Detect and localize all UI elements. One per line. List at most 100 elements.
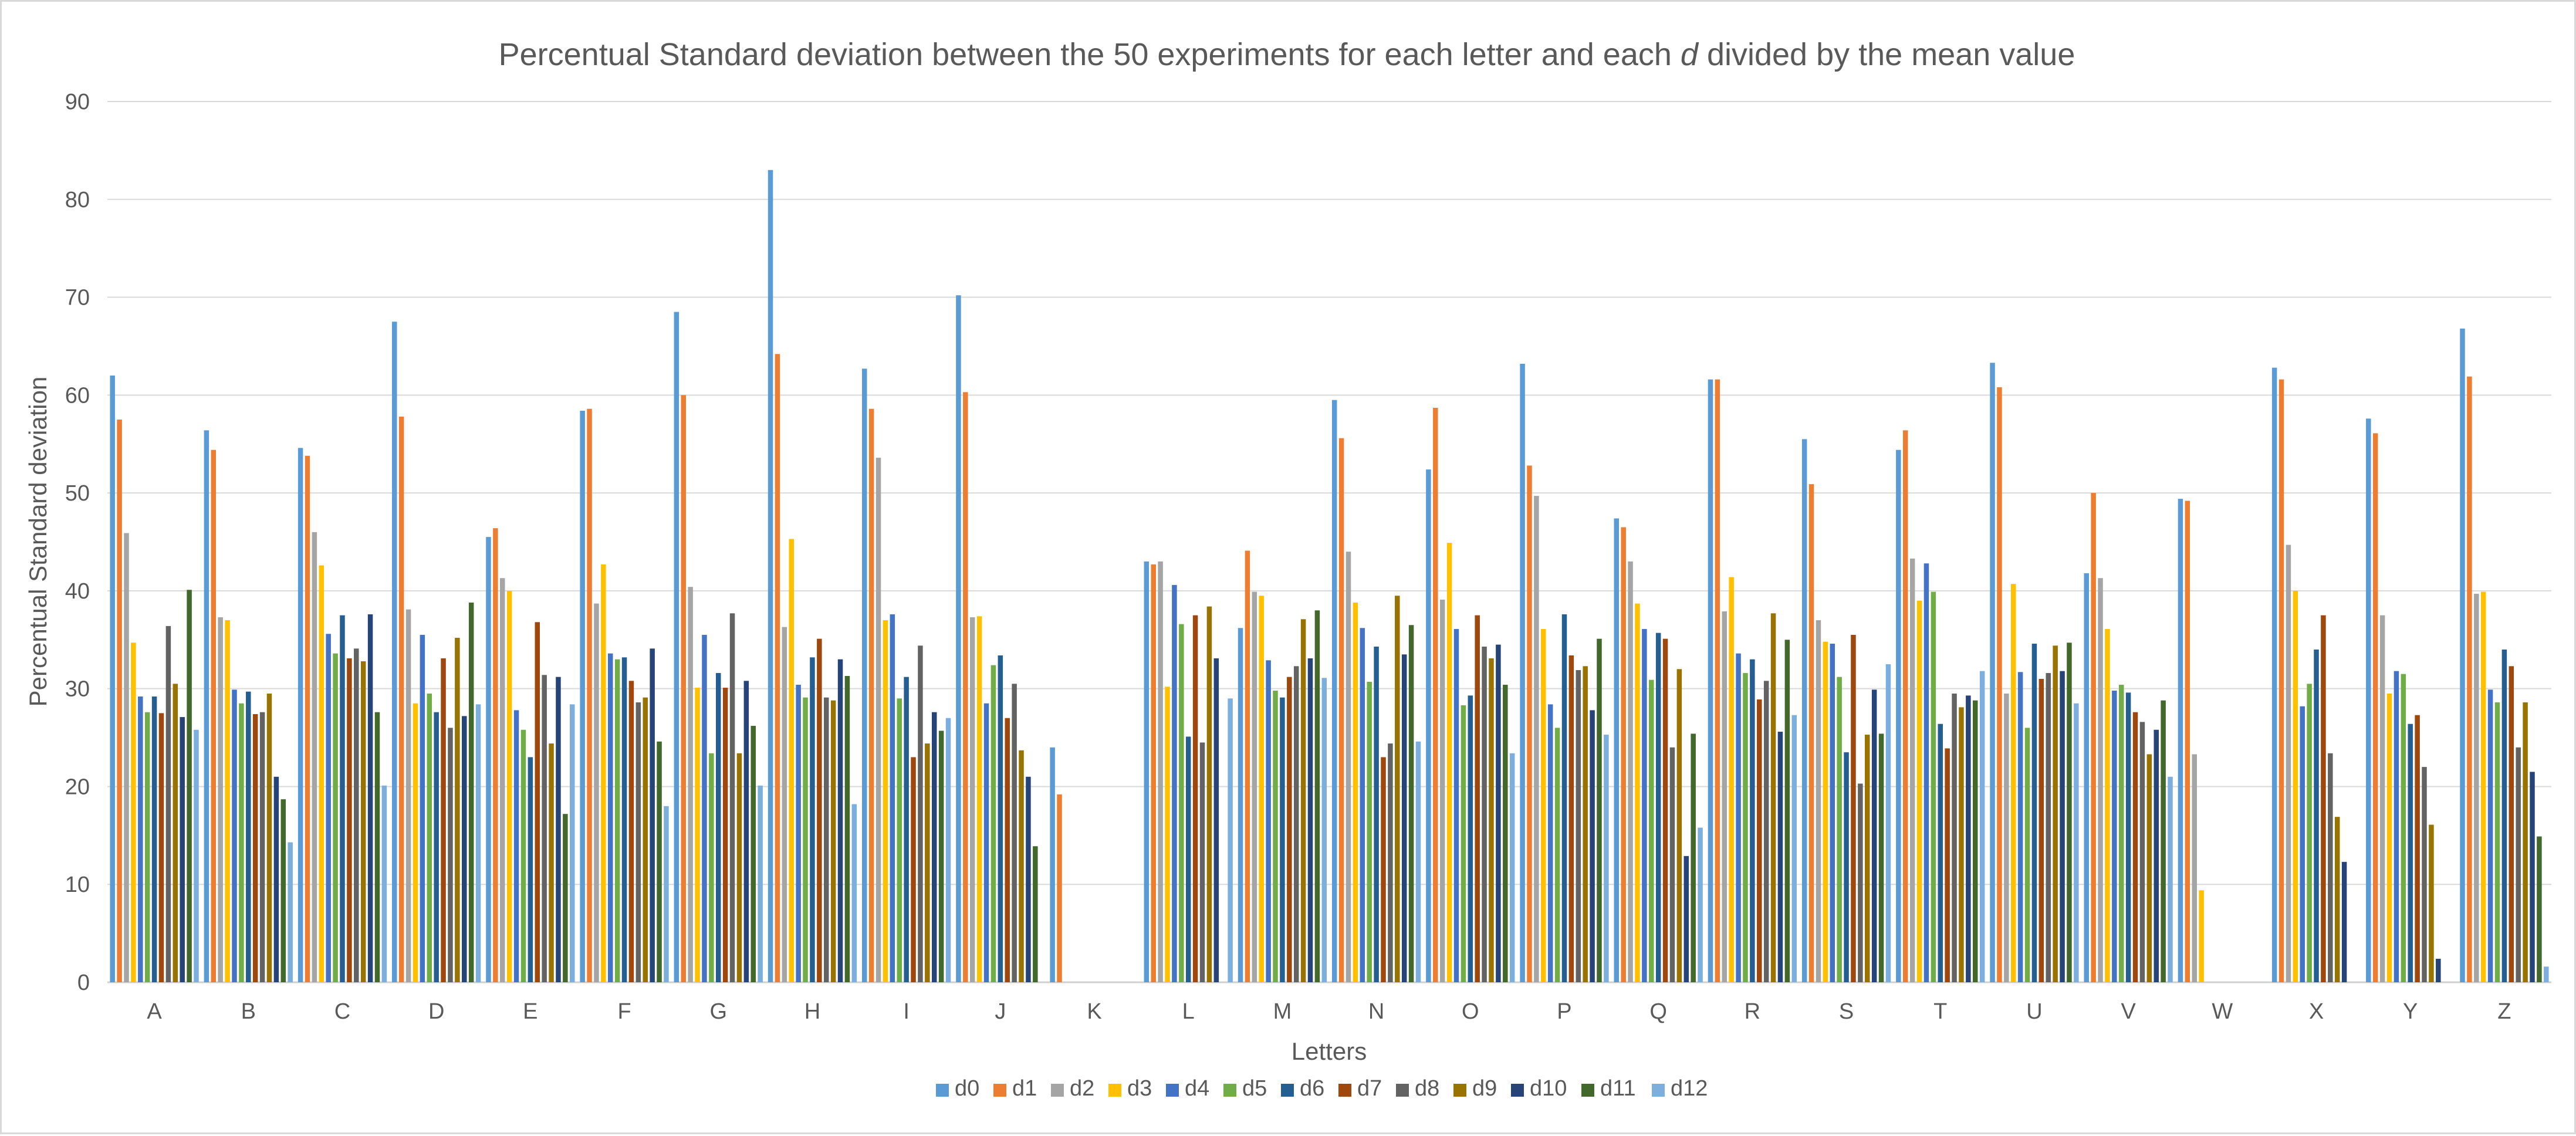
bar-I-d7 [911, 757, 916, 982]
bar-I-d9 [925, 743, 930, 982]
y-tick-label: 0 [77, 971, 90, 995]
bar-C-d7 [347, 658, 352, 982]
bar-M-d5 [1273, 691, 1278, 982]
bar-C-d11 [374, 712, 380, 982]
y-axis-label: Percentual Standard deviation [24, 377, 52, 707]
bar-V-d5 [2118, 684, 2124, 982]
bar-E-d9 [549, 743, 554, 982]
bar-T-d5 [1931, 591, 1936, 982]
bar-N-d5 [1367, 681, 1372, 982]
bar-H-d6 [810, 657, 815, 982]
x-tick-label: W [2212, 999, 2233, 1024]
bar-G-d0 [674, 312, 680, 982]
bar-H-d11 [844, 675, 850, 982]
x-axis-label: Letters [1292, 1037, 1367, 1065]
bar-O-d4 [1453, 628, 1459, 982]
bar-V-d1 [2091, 493, 2096, 982]
bar-O-d3 [1446, 543, 1452, 982]
x-tick-label: H [804, 999, 820, 1024]
bar-M-d6 [1280, 697, 1285, 982]
bar-Y-d10 [2436, 958, 2441, 982]
bar-B-d4 [232, 689, 237, 982]
legend-swatch-d2 [1051, 1084, 1064, 1097]
bar-P-d2 [1534, 496, 1539, 982]
legend-label-d0: d0 [955, 1076, 979, 1101]
bar-F-d3 [601, 564, 606, 982]
bar-U-d7 [2039, 678, 2044, 982]
legend-swatch-d3 [1108, 1084, 1121, 1097]
bar-L-d5 [1179, 624, 1184, 982]
bar-O-d9 [1489, 658, 1494, 982]
legend: d0 d1 d2 d3 d4 d5 d6 d7 d8 d9 d10 d11 d12 [936, 1076, 1708, 1101]
x-tick-label: Q [1649, 999, 1667, 1024]
bar-X-d3 [2293, 590, 2298, 982]
bar-J-d8 [1012, 684, 1017, 982]
bar-V-d9 [2146, 754, 2152, 982]
bar-B-d6 [246, 691, 251, 982]
bar-P-d7 [1568, 655, 1574, 982]
bar-S-d8 [1858, 783, 1863, 982]
bar-M-d10 [1307, 658, 1313, 982]
bar-T-d3 [1916, 600, 1922, 982]
legend-swatch-d11 [1581, 1084, 1594, 1097]
bar-L-d9 [1206, 606, 1212, 982]
bar-Q-d12 [1698, 827, 1703, 982]
x-tick-label: E [523, 999, 537, 1024]
y-tick-label: 10 [65, 873, 90, 897]
bar-T-d9 [1959, 707, 1964, 982]
bar-A-d6 [151, 697, 157, 982]
y-tick-label: 20 [65, 775, 90, 799]
bar-Z-d9 [2523, 702, 2528, 982]
bar-I-d10 [931, 712, 937, 982]
bar-O-d7 [1475, 615, 1480, 982]
bar-J-d11 [1033, 846, 1038, 982]
bar-L-d7 [1192, 615, 1198, 982]
bar-D-d9 [455, 637, 460, 982]
bar-A-d2 [124, 533, 129, 982]
bar-A-d8 [165, 626, 171, 982]
bar-L-d8 [1199, 742, 1205, 982]
legend-swatch-d12 [1652, 1084, 1665, 1097]
bar-L-d2 [1158, 561, 1163, 982]
legend-label-d8: d8 [1415, 1076, 1439, 1101]
y-tick-label: 70 [65, 286, 90, 310]
bar-I-d5 [897, 698, 902, 982]
bar-D-d1 [398, 417, 404, 982]
bar-R-d12 [1791, 715, 1797, 982]
bar-F-d5 [614, 659, 620, 982]
legend-swatch-d4 [1166, 1084, 1179, 1097]
bar-A-d9 [173, 684, 178, 982]
bar-S-d3 [1823, 641, 1828, 982]
bar-A-d4 [138, 697, 143, 982]
bar-T-d11 [1973, 700, 1978, 982]
y-tick-label: 90 [65, 90, 90, 114]
bar-F-d12 [664, 806, 669, 982]
bar-S-d2 [1816, 620, 1821, 982]
bar-Z-d10 [2530, 772, 2535, 982]
bar-U-d3 [2010, 584, 2016, 982]
y-tick-label: 50 [65, 481, 90, 506]
x-tick-label: L [1182, 999, 1195, 1024]
bar-O-d12 [1509, 753, 1515, 982]
bar-U-d1 [1997, 387, 2002, 982]
bar-I-d12 [945, 718, 951, 982]
bar-S-d12 [1885, 664, 1891, 982]
bar-Y-d9 [2429, 824, 2434, 982]
bar-D-d12 [475, 704, 481, 982]
bar-A-d7 [158, 713, 164, 982]
bar-E-d8 [542, 675, 547, 982]
y-tick-label: 40 [65, 579, 90, 604]
bar-J-d5 [990, 665, 996, 982]
legend-label-d2: d2 [1070, 1076, 1094, 1101]
bar-Y-d3 [2386, 694, 2392, 982]
bar-U-d4 [2017, 672, 2023, 982]
legend-label-d3: d3 [1127, 1076, 1152, 1101]
bar-Y-d4 [2394, 671, 2399, 982]
bar-Q-d0 [1614, 518, 1620, 982]
bar-M-d1 [1245, 550, 1250, 982]
bar-R-d11 [1784, 640, 1790, 982]
bar-T-d7 [1945, 748, 1950, 982]
bar-M-d12 [1321, 678, 1327, 982]
bar-G-d6 [716, 672, 721, 982]
y-axis-ticks: 0 10 20 30 40 50 60 70 80 90 [65, 90, 90, 995]
